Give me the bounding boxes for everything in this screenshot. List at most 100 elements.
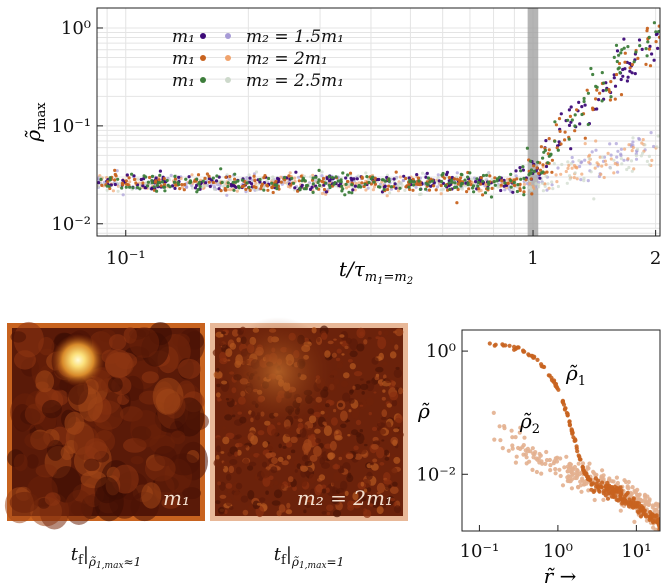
heatmap-cell bbox=[290, 436, 298, 443]
top-data-point bbox=[382, 187, 386, 192]
heatmap-cell bbox=[363, 339, 368, 345]
top-data-point bbox=[344, 182, 348, 186]
top-data-point bbox=[534, 182, 538, 186]
top-data-point bbox=[177, 182, 181, 187]
top-data-point bbox=[618, 71, 622, 75]
profile-data-point bbox=[521, 443, 526, 448]
top-data-point bbox=[631, 140, 635, 144]
top-data-point bbox=[296, 189, 300, 193]
top-data-point bbox=[583, 103, 587, 107]
profile-data-point bbox=[556, 387, 561, 392]
top-data-point bbox=[544, 164, 549, 169]
top-data-point bbox=[657, 35, 660, 39]
top-data-point bbox=[628, 69, 632, 73]
top-data-point bbox=[404, 176, 408, 181]
top-data-point bbox=[348, 171, 353, 175]
legend-marker-m2 bbox=[225, 77, 231, 83]
heatmap-cell bbox=[60, 445, 74, 461]
profile-data-point bbox=[535, 357, 540, 362]
heatmap-cell bbox=[224, 509, 228, 514]
heatmap-cell bbox=[222, 426, 227, 430]
heatmap-cell bbox=[13, 453, 28, 472]
heatmap-cell bbox=[247, 465, 254, 471]
profile-data-point bbox=[516, 445, 521, 451]
top-data-point bbox=[640, 141, 644, 145]
heatmap-cell bbox=[268, 475, 274, 481]
top-data-point bbox=[253, 179, 257, 183]
top-data-point bbox=[537, 180, 541, 184]
top-data-point bbox=[459, 176, 463, 180]
top-data-point bbox=[608, 166, 613, 170]
profile-data-point bbox=[630, 504, 635, 509]
top-data-point bbox=[578, 164, 582, 169]
profile-data-point bbox=[609, 494, 615, 499]
heatmap-cell bbox=[224, 409, 229, 415]
profile-data-point bbox=[547, 457, 553, 463]
profile-ytick-label: 10⁻² bbox=[416, 464, 456, 485]
top-data-point bbox=[170, 184, 175, 188]
top-data-point bbox=[567, 108, 572, 112]
heatmap-cell bbox=[388, 467, 398, 476]
top-data-point bbox=[126, 183, 130, 187]
profile-data-point bbox=[513, 460, 519, 465]
top-data-point bbox=[439, 188, 443, 192]
heatmap-cell bbox=[64, 489, 93, 525]
heatmap-cell bbox=[347, 359, 353, 363]
heatmap-cell bbox=[333, 472, 341, 482]
top-data-point bbox=[435, 185, 439, 189]
top-axis-ticks: 10⁻¹ 1 2 10⁻² 10⁻¹ 10⁰ bbox=[51, 18, 661, 269]
top-data-point bbox=[623, 51, 627, 55]
top-data-point bbox=[637, 38, 642, 42]
top-data-point bbox=[411, 188, 415, 192]
profile-data-point bbox=[510, 443, 515, 448]
top-data-point bbox=[575, 108, 579, 112]
profile-data-point bbox=[569, 486, 575, 491]
heatmap-cell bbox=[308, 473, 316, 484]
top-data-point bbox=[516, 183, 520, 187]
top-data-point bbox=[205, 172, 209, 176]
profile-data-point bbox=[537, 460, 542, 465]
top-data-point bbox=[472, 190, 476, 194]
heatmap-cell bbox=[360, 383, 369, 391]
top-data-point bbox=[394, 170, 398, 174]
top-data-point bbox=[568, 177, 572, 181]
top-data-point bbox=[486, 180, 491, 184]
top-data-point bbox=[656, 134, 660, 138]
top-data-point bbox=[654, 30, 658, 34]
top-data-point bbox=[619, 147, 624, 151]
top-data-point bbox=[652, 144, 656, 149]
top-data-point bbox=[490, 186, 494, 190]
heatmap-cell bbox=[374, 376, 380, 381]
top-data-point bbox=[403, 188, 407, 192]
top-data-point bbox=[565, 181, 569, 185]
profile-data-point bbox=[600, 468, 605, 473]
top-data-point bbox=[469, 183, 473, 187]
heatmap-cell bbox=[257, 430, 265, 436]
profile-data-point bbox=[632, 519, 637, 525]
top-data-point bbox=[430, 179, 434, 183]
heatmap-cell bbox=[371, 443, 379, 450]
top-data-point bbox=[629, 159, 634, 163]
heatmap-cell bbox=[250, 435, 258, 445]
top-data-point bbox=[649, 131, 653, 135]
top-data-point bbox=[324, 190, 329, 194]
top-data-point bbox=[639, 154, 644, 158]
heatmap-cell bbox=[224, 414, 233, 421]
highlight-band bbox=[527, 8, 539, 236]
profile-ytick-label: 10⁰ bbox=[426, 341, 456, 362]
heatmap-cell bbox=[235, 482, 243, 490]
heatmap-cell bbox=[359, 378, 364, 381]
top-data-point bbox=[656, 46, 660, 51]
top-data-point bbox=[630, 169, 634, 173]
profile-xtick-label: 10⁻¹ bbox=[460, 541, 500, 562]
top-data-point bbox=[113, 168, 117, 172]
top-data-point bbox=[115, 169, 119, 173]
heatmap-cell bbox=[94, 476, 120, 504]
heatmap-cell bbox=[383, 479, 392, 485]
profile-data-point bbox=[594, 481, 599, 487]
top-data-point bbox=[609, 80, 613, 84]
heatmap-cell bbox=[44, 492, 61, 506]
profile-data-point bbox=[596, 486, 601, 491]
top-data-point bbox=[417, 179, 421, 183]
profile-data-point bbox=[571, 471, 576, 476]
